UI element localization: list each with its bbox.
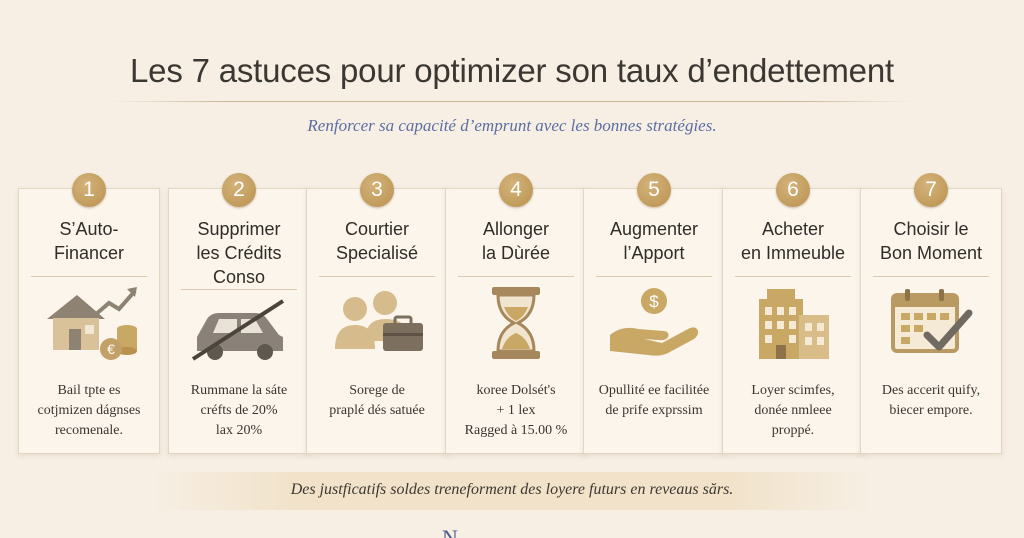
tip-description: koree Dolsét's + 1 lex Ragged à 15.00 % [464, 383, 568, 438]
tip-description: Rummane la sáte créfts de 20% lax 20% [190, 383, 288, 438]
tip-card-4: 4 Allonger la Dùrée koree Dolsét's + 1 l… [445, 173, 587, 454]
calendar-check-icon [881, 285, 981, 361]
card-divider [458, 276, 574, 277]
tip-title: Choisir le Bon Moment [879, 219, 983, 263]
tip-card-2: 2 Supprimer les Crédits Conso Rummane la… [168, 173, 310, 454]
partial-logo-mark: N [442, 526, 502, 538]
tip-number-badge: 5 [637, 173, 671, 207]
page-subtitle: Renforcer sa capacité d’emprunt avec les… [307, 116, 717, 135]
tip-number-badge: 7 [914, 173, 948, 207]
page-title: Les 7 astuces pour optimizer son taux d’… [130, 52, 894, 89]
tip-description: Des accerit quify, biecer empore. [881, 383, 981, 418]
tip-card-3: 3 Courtier Specialisé Sorege de praplé d… [306, 173, 448, 454]
card-divider [735, 276, 851, 277]
house-growth-euro-icon: € [39, 285, 139, 361]
tip-title: S’Auto- Financer [53, 219, 125, 263]
card-divider [873, 276, 989, 277]
svg-text:$: $ [649, 292, 659, 311]
card-divider [319, 276, 435, 277]
apartment-building-icon [743, 285, 843, 361]
tip-card-5: 5 Augmenter l’Apport $ Opullité ee facil… [583, 173, 725, 454]
tip-number-badge: 1 [72, 173, 106, 207]
hand-coin-icon: $ [604, 285, 704, 361]
tip-number-badge: 6 [776, 173, 810, 207]
svg-text:€: € [107, 341, 115, 357]
tip-title: Courtier Specialisé [335, 219, 419, 263]
tip-card-7: 7 Choisir le Bon Moment Des accerit quif… [860, 173, 1002, 454]
advisors-briefcase-icon [327, 285, 427, 361]
tip-description: Opullité ee facilitée de prife exprssim [598, 383, 710, 418]
card-divider [31, 276, 147, 277]
card-divider [181, 289, 297, 290]
tip-description: Loyer scimfes, donée nmleee proppé. [751, 383, 835, 438]
tip-title: Allonger la Dùrée [481, 219, 551, 263]
title-divider [110, 101, 914, 102]
tip-number-badge: 2 [222, 173, 256, 207]
crossed-car-icon [189, 297, 289, 373]
tip-card-1: 1 S’Auto- Financer € Bail tpte es cotjmi… [18, 173, 160, 454]
tip-card-6: 6 Acheter en Immeuble Loyer scimfes, don… [722, 173, 864, 454]
tip-title: Supprimer les Crédits Conso [196, 219, 282, 287]
tip-title: Acheter en Immeuble [740, 219, 846, 263]
card-divider [596, 276, 712, 277]
footer-note: Des justficatifs soldes treneforment des… [290, 481, 734, 498]
tip-description: Bail tpte es cotjmizen dágnses recomenal… [37, 383, 141, 438]
hourglass-icon [466, 285, 566, 361]
footer-banner [152, 472, 872, 510]
tip-title: Augmenter l’Apport [609, 219, 699, 263]
tip-number-badge: 4 [499, 173, 533, 207]
tip-description: Sorege de praplé dés satuée [329, 383, 425, 418]
tip-number-badge: 3 [360, 173, 394, 207]
